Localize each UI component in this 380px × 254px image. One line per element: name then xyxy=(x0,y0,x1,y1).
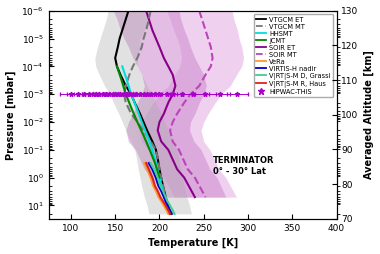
X-axis label: Temperature [K]: Temperature [K] xyxy=(147,238,238,248)
Legend: VTGCM ET, VTGCM MT, HHSMT, JCMT, SOIR ET, SOIR MT, VeRa, VIRTIS-H nadir, V|RT|S-: VTGCM ET, VTGCM MT, HHSMT, JCMT, SOIR ET… xyxy=(254,14,333,98)
Y-axis label: Averaged Altitude [km]: Averaged Altitude [km] xyxy=(364,50,374,179)
Y-axis label: Pressure [mbar]: Pressure [mbar] xyxy=(6,70,16,160)
Text: TERMINATOR
0° - 30° Lat: TERMINATOR 0° - 30° Lat xyxy=(213,156,274,176)
